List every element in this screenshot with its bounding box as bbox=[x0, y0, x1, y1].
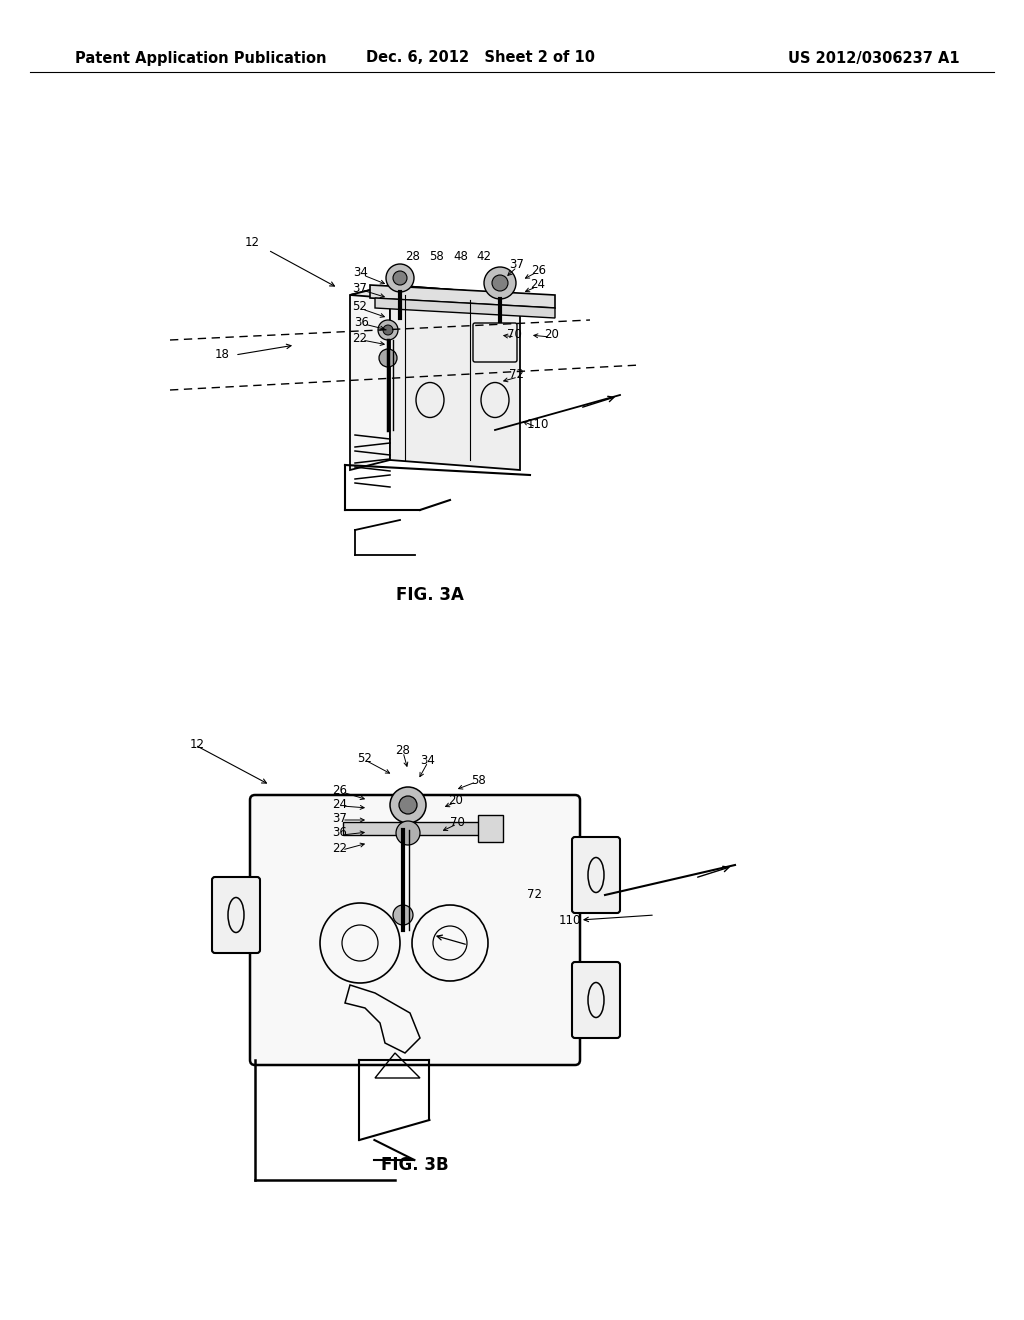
Text: 72: 72 bbox=[527, 888, 543, 902]
Text: 110: 110 bbox=[526, 418, 549, 432]
Text: 70: 70 bbox=[507, 329, 521, 342]
Circle shape bbox=[383, 325, 393, 335]
Text: 26: 26 bbox=[333, 784, 347, 796]
Text: 28: 28 bbox=[395, 743, 411, 756]
Text: Patent Application Publication: Patent Application Publication bbox=[75, 50, 327, 66]
Text: 37: 37 bbox=[352, 281, 368, 294]
Circle shape bbox=[390, 787, 426, 822]
Polygon shape bbox=[350, 285, 520, 305]
Polygon shape bbox=[478, 814, 503, 842]
Text: 34: 34 bbox=[353, 267, 369, 280]
Text: 48: 48 bbox=[454, 249, 468, 263]
Text: 24: 24 bbox=[333, 797, 347, 810]
Text: US 2012/0306237 A1: US 2012/0306237 A1 bbox=[788, 50, 961, 66]
Text: 20: 20 bbox=[545, 329, 559, 342]
Text: 52: 52 bbox=[352, 301, 368, 314]
Text: 36: 36 bbox=[333, 826, 347, 840]
Text: 72: 72 bbox=[509, 368, 523, 381]
Text: 20: 20 bbox=[449, 793, 464, 807]
Text: 70: 70 bbox=[450, 816, 465, 829]
Circle shape bbox=[396, 821, 420, 845]
Circle shape bbox=[386, 264, 414, 292]
Text: 42: 42 bbox=[476, 249, 492, 263]
Text: FIG. 3B: FIG. 3B bbox=[381, 1156, 449, 1173]
Circle shape bbox=[379, 348, 397, 367]
FancyBboxPatch shape bbox=[212, 876, 260, 953]
Text: 26: 26 bbox=[531, 264, 547, 276]
Text: 12: 12 bbox=[189, 738, 205, 751]
Circle shape bbox=[492, 275, 508, 290]
Text: 18: 18 bbox=[215, 348, 229, 362]
Polygon shape bbox=[375, 298, 555, 318]
Text: 24: 24 bbox=[530, 279, 546, 292]
Polygon shape bbox=[350, 285, 390, 470]
Circle shape bbox=[393, 271, 407, 285]
Text: 28: 28 bbox=[406, 251, 421, 264]
Text: 58: 58 bbox=[471, 774, 485, 787]
Circle shape bbox=[484, 267, 516, 300]
Circle shape bbox=[393, 906, 413, 925]
Text: 37: 37 bbox=[510, 259, 524, 272]
Polygon shape bbox=[370, 285, 555, 308]
Text: 36: 36 bbox=[354, 315, 370, 329]
FancyBboxPatch shape bbox=[572, 962, 620, 1038]
Text: 34: 34 bbox=[421, 754, 435, 767]
Text: 110: 110 bbox=[559, 913, 582, 927]
Polygon shape bbox=[390, 285, 520, 470]
Text: 37: 37 bbox=[333, 812, 347, 825]
Text: FIG. 3A: FIG. 3A bbox=[396, 586, 464, 605]
Circle shape bbox=[399, 796, 417, 814]
Circle shape bbox=[378, 319, 398, 341]
Text: 12: 12 bbox=[245, 236, 259, 249]
FancyBboxPatch shape bbox=[250, 795, 580, 1065]
Polygon shape bbox=[343, 822, 498, 836]
Text: 22: 22 bbox=[333, 842, 347, 854]
Text: Dec. 6, 2012   Sheet 2 of 10: Dec. 6, 2012 Sheet 2 of 10 bbox=[366, 50, 595, 66]
Text: 58: 58 bbox=[430, 249, 444, 263]
Text: 22: 22 bbox=[352, 331, 368, 345]
Text: 52: 52 bbox=[357, 751, 373, 764]
FancyBboxPatch shape bbox=[572, 837, 620, 913]
